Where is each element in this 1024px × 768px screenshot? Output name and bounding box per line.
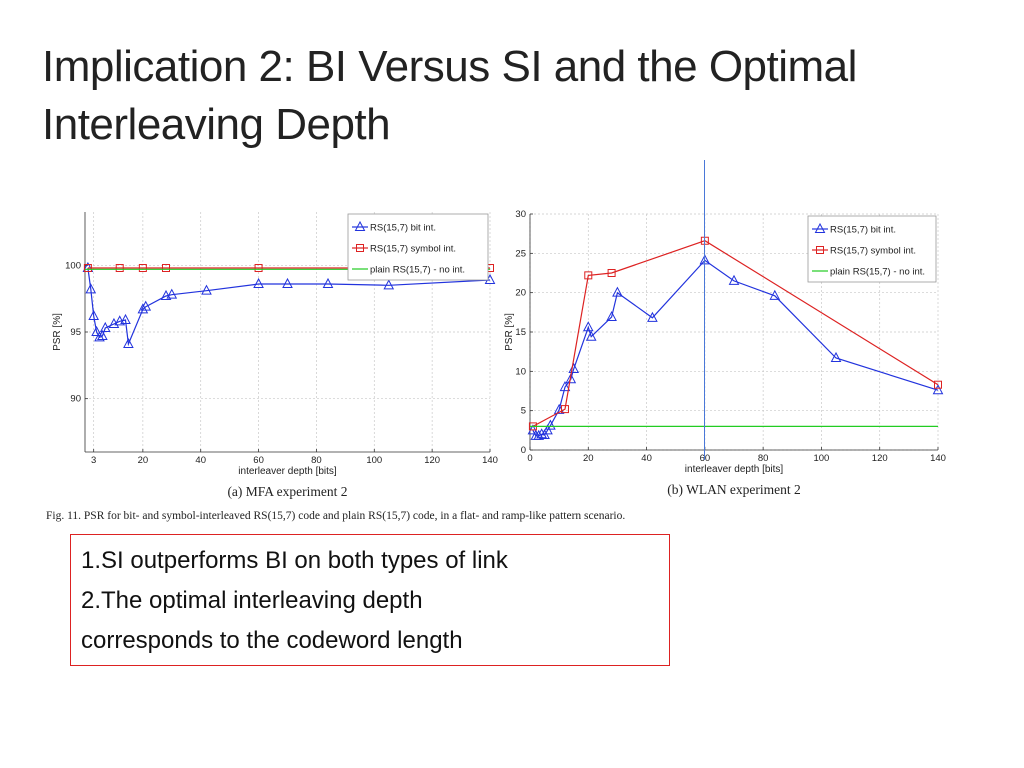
data-point-triangle <box>769 289 781 300</box>
data-point-triangle <box>545 419 556 430</box>
legend-marker-square <box>816 246 824 254</box>
data-point-triangle <box>647 311 658 322</box>
x-tick-label: 20 <box>583 453 594 464</box>
data-point-triangle <box>97 329 108 340</box>
figure-caption: Fig. 11. PSR for bit- and symbol-interle… <box>46 510 626 522</box>
data-point-triangle <box>612 286 623 297</box>
data-point-triangle <box>533 429 545 440</box>
data-point-square <box>584 271 593 280</box>
data-point-triangle <box>166 288 178 299</box>
x-axis-label: interleaver depth [bits] <box>238 466 337 477</box>
y-tick-label: 25 <box>515 248 526 259</box>
chart-mfa-experiment-2: 3 20 40 60 80 100 120 140 90 95 100 interleaver dep… <box>52 212 498 499</box>
x-tick-label: 3 <box>91 455 96 466</box>
data-point-triangle <box>606 310 617 322</box>
legend-entry-label: plain RS(15,7) - no int. <box>370 265 465 276</box>
legend-box <box>347 213 489 281</box>
data-point-triangle <box>322 277 334 288</box>
chart-wlan-experiment-2: 020406080100120140051015202530interleave… <box>504 209 946 497</box>
data-point-triangle <box>85 283 97 294</box>
y-tick-label: 20 <box>515 288 526 299</box>
data-point-triangle <box>253 277 264 288</box>
data-point-square <box>934 380 942 389</box>
data-point-triangle <box>383 279 395 290</box>
data-point-triangle <box>565 373 577 384</box>
x-tick-label: 120 <box>872 453 888 464</box>
data-point-triangle <box>123 337 134 348</box>
legend-entry-label: RS(15,7) bit int. <box>830 225 896 236</box>
data-point-triangle <box>201 284 212 295</box>
x-tick-label: 60 <box>253 455 264 466</box>
x-tick-label: 20 <box>138 455 149 466</box>
data-point-triangle <box>582 321 594 332</box>
data-point-triangle <box>282 277 293 288</box>
data-point-triangle <box>559 380 571 392</box>
slide-title-line-2: Interleaving Depth <box>42 100 391 149</box>
data-point-triangle <box>728 274 740 285</box>
data-point-triangle <box>114 315 126 326</box>
chart-caption: (b) WLAN experiment 2 <box>667 482 801 497</box>
legend-entry-label: RS(15,7) symbol int. <box>370 244 456 255</box>
y-tick-label: 95 <box>70 327 81 338</box>
data-point-square <box>254 264 263 272</box>
legend-box <box>807 215 937 283</box>
data-point-square <box>138 264 147 272</box>
y-tick-label: 90 <box>70 394 81 405</box>
x-tick-label: 80 <box>758 453 769 464</box>
note-line-3: corresponds to the codeword length <box>81 627 463 654</box>
x-tick-label: 40 <box>641 453 652 464</box>
legend-entry-label: RS(15,7) symbol int. <box>830 246 916 257</box>
y-tick-label: 10 <box>515 366 526 377</box>
slide-title: Implication 2: BI Versus SI and the Opti… <box>42 38 1012 154</box>
data-point-triangle <box>140 300 152 311</box>
y-tick-label: 30 <box>515 209 526 220</box>
x-tick-label: 80 <box>311 455 322 466</box>
data-point-triangle <box>830 351 842 362</box>
x-axis-label: interleaver depth [bits] <box>685 464 784 475</box>
data-point-triangle <box>932 384 944 395</box>
legend-entry-label: plain RS(15,7) - no int. <box>830 267 925 278</box>
legend-marker-triangle <box>814 222 826 233</box>
data-point-triangle <box>99 321 111 332</box>
data-point-triangle <box>91 325 102 336</box>
chart-caption: (a) MFA experiment 2 <box>227 484 347 499</box>
x-tick-label: 40 <box>195 455 206 466</box>
y-tick-label: 0 <box>521 445 526 456</box>
y-tick-label: 15 <box>515 327 526 338</box>
legend-entry-label: RS(15,7) bit int. <box>370 223 436 234</box>
data-point-triangle <box>88 309 100 320</box>
data-point-square <box>83 264 92 272</box>
data-point-triangle <box>120 313 131 324</box>
data-point-square <box>115 264 124 272</box>
vertical-cursor-line <box>704 160 705 460</box>
series-line-2 <box>532 240 939 427</box>
y-axis-label: PSR [%] <box>52 313 63 351</box>
data-point-square <box>560 405 569 414</box>
y-axis-label: PSR [%] <box>504 313 515 351</box>
y-tick-label: 100 <box>65 260 81 271</box>
x-tick-label: 100 <box>366 455 382 466</box>
data-point-triangle <box>137 303 149 314</box>
x-tick-label: 100 <box>813 453 829 464</box>
data-point-triangle <box>585 330 597 341</box>
y-tick-label: 5 <box>521 406 526 417</box>
data-point-triangle <box>160 289 172 300</box>
legend-marker-triangle <box>354 220 366 231</box>
data-point-triangle <box>94 331 105 342</box>
data-point-square <box>162 264 170 272</box>
note-line-1: 1.SI outperforms BI on both types of lin… <box>81 547 508 574</box>
note-line-2: 2.The optimal interleaving depth <box>81 587 423 614</box>
notes-box: 1.SI outperforms BI on both types of lin… <box>70 534 670 666</box>
data-point-square <box>607 269 616 277</box>
slide-title-line-1: Implication 2: BI Versus SI and the Opti… <box>42 42 857 91</box>
series-line-1 <box>87 267 491 347</box>
x-tick-label: 140 <box>482 455 498 466</box>
legend-marker-square <box>356 244 364 252</box>
data-point-triangle <box>568 362 580 373</box>
x-tick-label: 120 <box>424 455 440 466</box>
x-tick-label: 0 <box>527 453 532 464</box>
x-tick-label: 140 <box>930 453 946 464</box>
